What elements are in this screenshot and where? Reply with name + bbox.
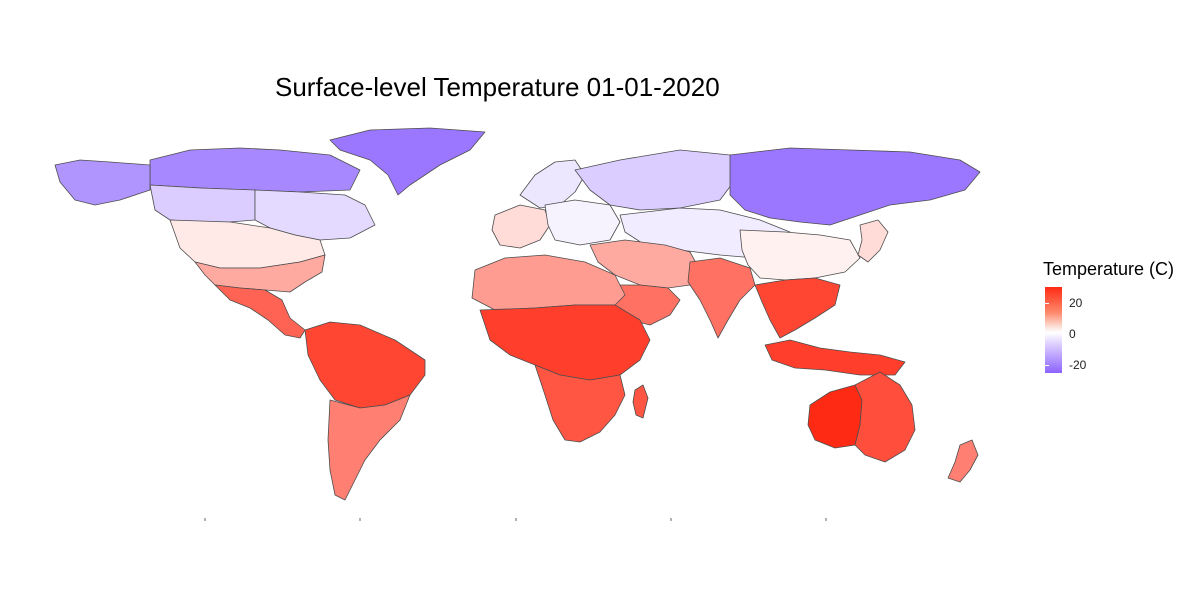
region-siberia: [729, 147, 981, 226]
region-eastern-europe: [544, 199, 621, 246]
region-alaska: [54, 159, 151, 206]
region-western-canada: [149, 184, 256, 223]
region-greenland: [329, 127, 486, 196]
region-india: [687, 257, 756, 339]
region-western-europe: [491, 204, 551, 249]
legend-tick-label: -20: [1069, 358, 1087, 373]
legend-color-bar: [1045, 287, 1062, 373]
region-northern-canada: [149, 147, 361, 193]
legend-tick-mark: [1045, 365, 1049, 367]
region-southern-south-america: [327, 394, 411, 501]
region-european-russia: [574, 149, 736, 211]
map-title: Surface-level Temperature 01-01-2020: [275, 72, 720, 102]
region-southeast-asia: [754, 277, 841, 339]
color-legend: Temperature (C) 20 0 -20: [1043, 256, 1193, 386]
region-indonesia: [764, 339, 906, 376]
region-sub-saharan-africa: [479, 304, 651, 381]
legend-tick-label: 20: [1069, 295, 1083, 310]
legend-tick-label: 0: [1069, 326, 1076, 341]
region-china: [739, 229, 861, 281]
region-japan: [857, 219, 889, 263]
region-madagascar: [632, 384, 649, 419]
region-eastern-australia: [854, 371, 916, 463]
region-southern-africa: [534, 364, 626, 443]
region-new-zealand: [947, 439, 979, 483]
region-north-africa: [471, 254, 626, 311]
legend-tick-mark: [1045, 333, 1049, 335]
region-mexico-and-central-america: [214, 284, 306, 339]
legend-tick-mark: [1045, 302, 1049, 304]
map-regions-layer: [54, 127, 981, 501]
legend-title: Temperature (C): [1043, 259, 1175, 279]
axis-tick-marks: [204, 518, 827, 521]
region-western-australia: [807, 384, 863, 449]
region-eastern-canada: [254, 189, 376, 241]
region-northern-south-america: [304, 321, 426, 409]
